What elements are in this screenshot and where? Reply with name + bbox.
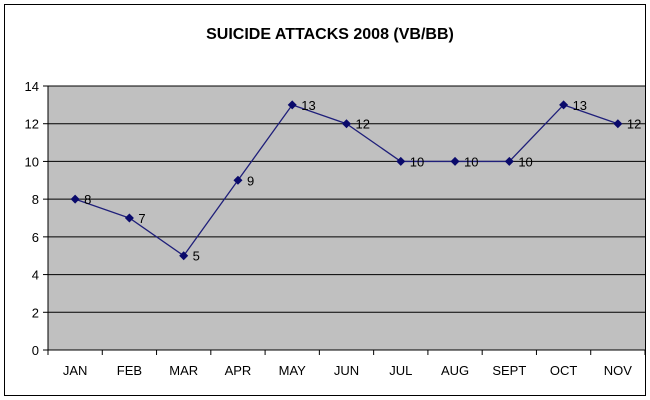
x-tick-label: OCT [550,363,578,378]
x-tick-label: APR [225,363,252,378]
x-tick-label: SEPT [492,363,526,378]
data-label: 7 [138,211,145,226]
data-label: 5 [193,249,200,264]
data-label: 10 [410,154,424,169]
data-label: 12 [356,117,370,132]
y-tick-label: 10 [25,154,39,169]
x-tick-label: JUN [334,363,359,378]
x-tick-label: AUG [441,363,469,378]
data-point-marker [504,156,514,166]
plot-area [48,86,645,350]
data-label: 12 [627,117,641,132]
data-point-marker [559,100,569,110]
data-point-marker [124,213,134,223]
data-point-marker [613,119,623,129]
y-tick-label: 2 [32,305,39,320]
y-tick-label: 12 [25,117,39,132]
x-tick-label: JUL [389,363,412,378]
data-point-marker [287,100,297,110]
x-tick-label: MAY [279,363,307,378]
data-label: 8 [84,192,91,207]
data-point-marker [396,156,406,166]
data-label: 10 [464,154,478,169]
data-point-marker [342,119,351,129]
data-point-marker [70,194,80,204]
y-tick-label: 14 [25,79,39,94]
x-tick-label: FEB [117,363,142,378]
y-tick-label: 8 [32,192,39,207]
data-label: 9 [247,173,254,188]
data-label: 10 [518,154,532,169]
data-point-marker [233,175,243,185]
y-tick-label: 0 [32,343,39,358]
x-tick-label: JAN [63,363,88,378]
x-tick-label: NOV [604,363,633,378]
data-point-marker [450,156,460,166]
data-label: 13 [573,98,587,113]
data-point-marker [179,251,189,261]
y-tick-label: 6 [32,230,39,245]
chart-title: SUICIDE ATTACKS 2008 (VB/BB) [206,26,454,43]
data-label: 13 [301,98,315,113]
y-tick-label: 4 [32,268,39,283]
x-tick-label: MAR [169,363,198,378]
